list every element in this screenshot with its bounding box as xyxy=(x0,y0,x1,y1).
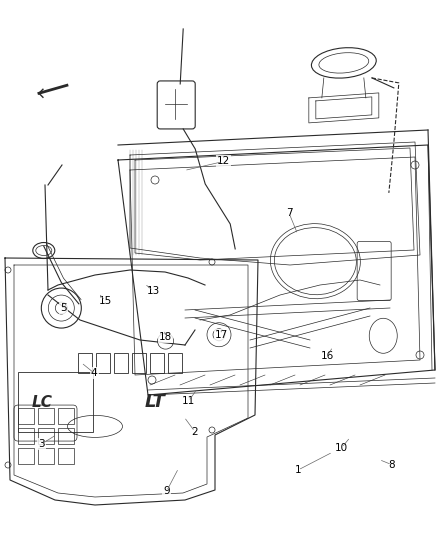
Text: 18: 18 xyxy=(159,332,172,342)
Text: 10: 10 xyxy=(335,443,348,453)
Text: 15: 15 xyxy=(99,296,112,305)
Bar xyxy=(18,408,34,424)
Text: 5: 5 xyxy=(60,303,67,312)
Bar xyxy=(18,427,34,443)
Bar xyxy=(114,353,128,373)
Text: 16: 16 xyxy=(321,351,334,361)
Text: 1: 1 xyxy=(294,465,301,475)
Bar xyxy=(96,353,110,373)
Text: 12: 12 xyxy=(217,157,230,166)
Bar xyxy=(18,448,34,464)
Bar xyxy=(38,448,54,464)
Bar xyxy=(18,372,93,432)
Text: LC: LC xyxy=(32,395,53,410)
Bar xyxy=(58,408,74,424)
Bar xyxy=(38,408,54,424)
Text: LT: LT xyxy=(145,393,166,411)
Bar xyxy=(38,427,54,443)
Bar xyxy=(58,427,74,443)
Text: 9: 9 xyxy=(163,487,170,496)
Text: 7: 7 xyxy=(286,208,293,218)
Text: 13: 13 xyxy=(147,286,160,296)
Bar xyxy=(168,353,182,373)
Bar xyxy=(78,353,92,373)
Text: 2: 2 xyxy=(191,427,198,437)
Text: 4: 4 xyxy=(91,368,98,378)
Bar xyxy=(150,353,164,373)
Bar xyxy=(132,353,146,373)
Text: 3: 3 xyxy=(38,439,45,449)
Bar xyxy=(58,448,74,464)
Text: 8: 8 xyxy=(389,460,396,470)
Text: 17: 17 xyxy=(215,330,228,340)
Text: 11: 11 xyxy=(182,397,195,406)
